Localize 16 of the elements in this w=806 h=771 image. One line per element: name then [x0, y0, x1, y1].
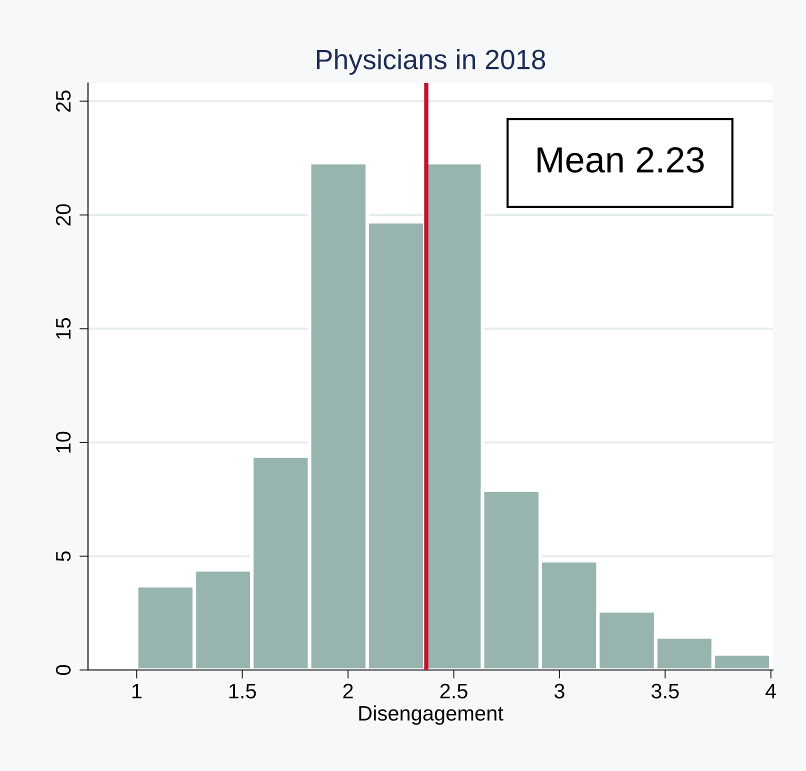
x-tick-label: 3	[554, 684, 564, 698]
y-tick-label: 10	[56, 432, 71, 452]
chart-title: Physicians in 2018	[316, 48, 546, 75]
y-tick-label: 5	[56, 551, 71, 562]
x-tick-label: 1	[132, 684, 142, 698]
y-tick-label: 0	[56, 665, 71, 675]
x-tick-label: 2	[343, 684, 353, 698]
x-tick-label: 2.5	[440, 684, 468, 698]
x-tick-label: 1.5	[229, 684, 256, 698]
x-axis-title: Disengagement	[359, 705, 504, 725]
annotation: Mean 2.23	[538, 147, 704, 173]
y-tick-label: 15	[56, 318, 71, 339]
y-tick-label: 25	[56, 90, 71, 112]
x-tick-label: 3.5	[651, 684, 679, 698]
y-tick-label: 20	[56, 204, 71, 226]
x-tick-label: 4	[766, 684, 776, 698]
